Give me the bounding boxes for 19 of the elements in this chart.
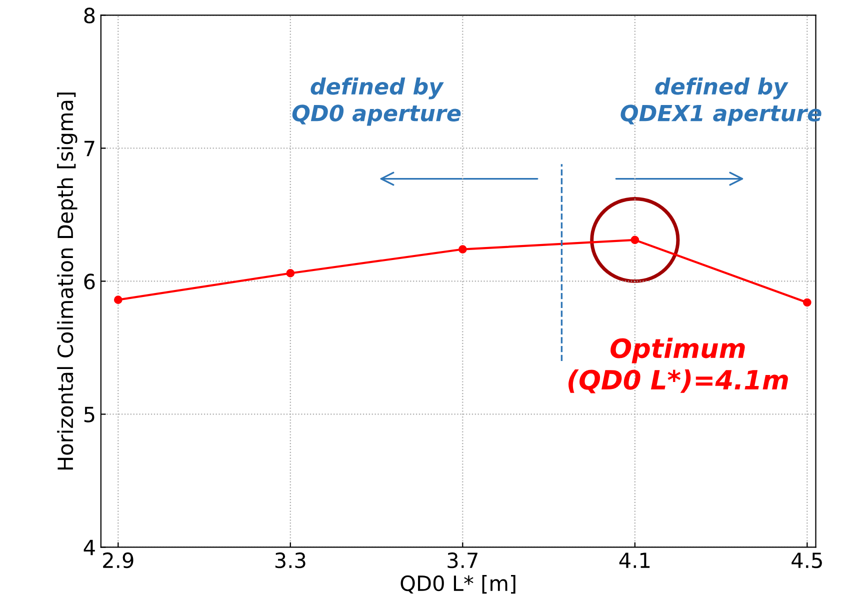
point xyxy=(802,298,812,307)
x-tick-label: 4.1 xyxy=(619,552,650,568)
y-tick-label: 6 xyxy=(84,274,95,290)
point xyxy=(286,269,295,278)
x-tick-label: 2.9 xyxy=(103,552,134,568)
x-tick-label: 4.5 xyxy=(792,552,822,568)
point xyxy=(458,245,467,254)
annotation: defined by QD0 aperture xyxy=(292,78,461,126)
annotation: Optimum (QD0 L*)=4.1m xyxy=(568,338,788,394)
point xyxy=(114,296,122,304)
y-tick-label: 7 xyxy=(84,140,94,156)
x-tick-label: 3.3 xyxy=(275,552,306,568)
x-axis-title: QD0 L* [m] xyxy=(400,575,516,594)
y-tick-label: 4 xyxy=(84,540,95,556)
x-tick-label: 3.7 xyxy=(448,552,478,568)
point xyxy=(630,236,640,244)
y-tick-label: 8 xyxy=(84,8,95,24)
y-axis-title: Horizontal Colimation Depth [sigma] xyxy=(57,92,78,470)
y-tick-label: 5 xyxy=(84,406,94,422)
